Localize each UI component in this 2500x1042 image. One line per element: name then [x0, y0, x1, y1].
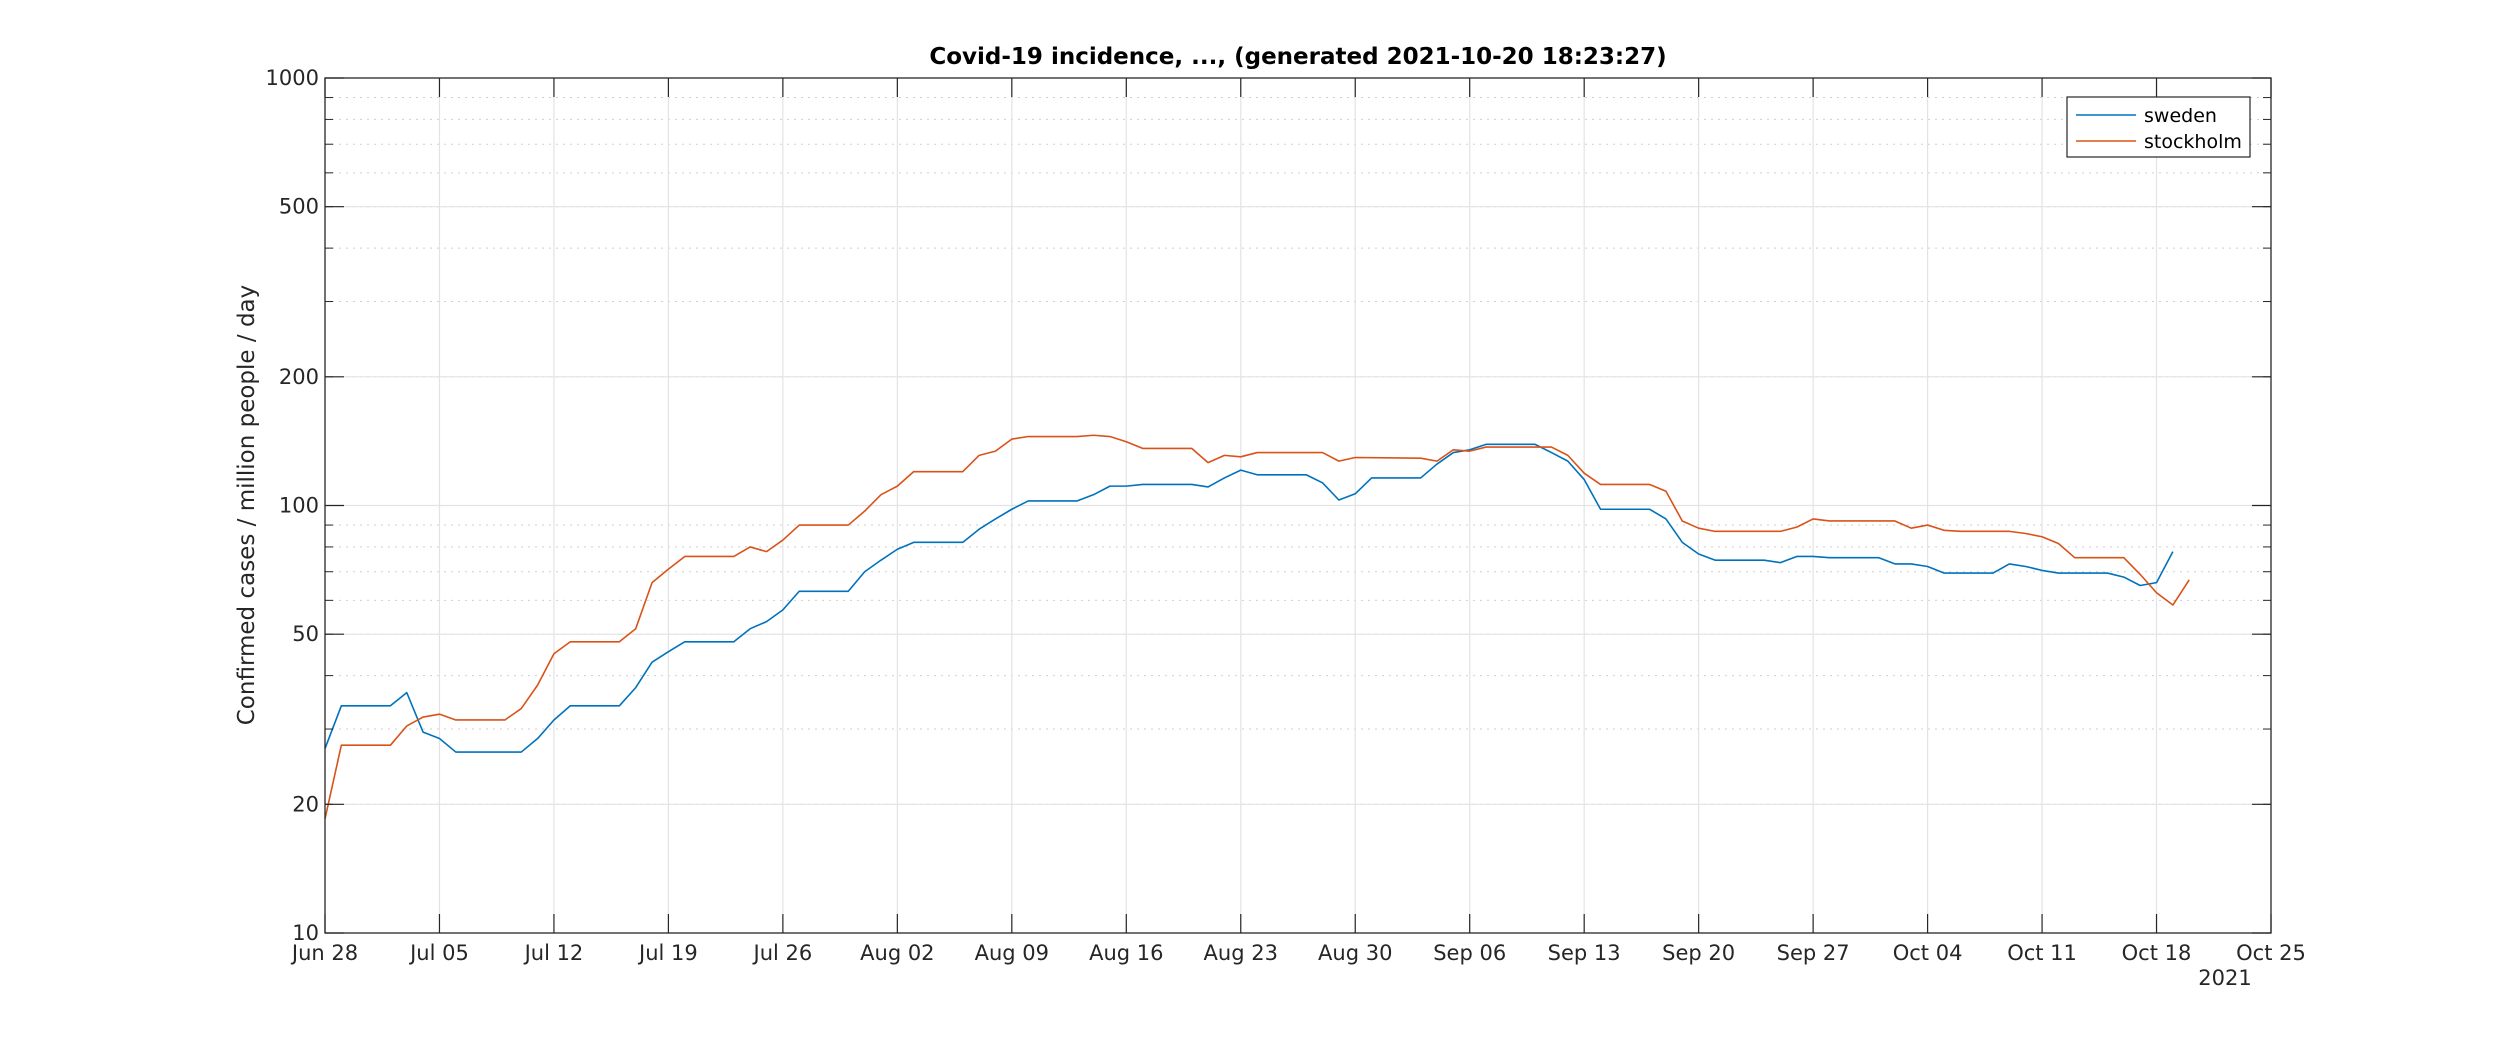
y-tick-label: 500: [279, 195, 319, 219]
y-axis-label: Confirmed cases / million people / day: [234, 285, 260, 726]
x-tick-label: Oct 11: [2007, 941, 2077, 965]
x-tick-label: Aug 09: [975, 941, 1049, 965]
series-line-sweden: [324, 443, 2174, 753]
x-tick-label: Jun 28: [290, 941, 358, 965]
y-tick-labels: 10 20 50 100 200 500 1000: [266, 66, 319, 945]
x-tick-label: Jul 19: [637, 941, 698, 965]
series-layer: [324, 434, 2190, 819]
x-tick-label: Sep 20: [1662, 941, 1735, 965]
major-grid: [325, 78, 2271, 933]
x-tick-label: Jul 12: [523, 941, 584, 965]
x-tick-label: Oct 25: [2236, 941, 2306, 965]
chart-title: Covid-19 incidence, ..., (generated 2021…: [929, 44, 1666, 70]
x-tick-label: Sep 06: [1433, 941, 1506, 965]
x-tick-label: Sep 13: [1548, 941, 1621, 965]
y-tick-label: 50: [292, 622, 319, 646]
x-tick-label: Aug 23: [1204, 941, 1278, 965]
x-tick-labels: Jun 28 Jul 05 Jul 12 Jul 19 Jul 26 Aug 02 Aug …: [290, 941, 2306, 965]
x-tick-label: Oct 18: [2122, 941, 2192, 965]
y-tick-label: 20: [292, 792, 319, 816]
x-tick-label: Aug 02: [860, 941, 934, 965]
y-tick-label: 10: [292, 921, 319, 945]
legend-label-sweden: sweden: [2144, 105, 2217, 127]
x-tick-label: Oct 04: [1893, 941, 1963, 965]
x-tick-label: Sep 27: [1777, 941, 1850, 965]
axis-ticks: [324, 77, 2272, 934]
y-tick-label: 100: [279, 494, 319, 518]
y-tick-label: 1000: [266, 66, 319, 90]
year-label: 2021: [2198, 966, 2251, 990]
y-tick-label: 200: [279, 365, 319, 389]
series-line-stockholm: [324, 434, 2190, 819]
legend-box: [2066, 96, 2251, 158]
x-tick-label: Jul 26: [752, 941, 813, 965]
x-tick-label: Aug 16: [1089, 941, 1163, 965]
legend: sweden stockholm: [2066, 96, 2251, 158]
x-tick-label: Aug 30: [1318, 941, 1392, 965]
legend-label-stockholm: stockholm: [2144, 131, 2242, 153]
x-tick-label: Jul 05: [408, 941, 469, 965]
